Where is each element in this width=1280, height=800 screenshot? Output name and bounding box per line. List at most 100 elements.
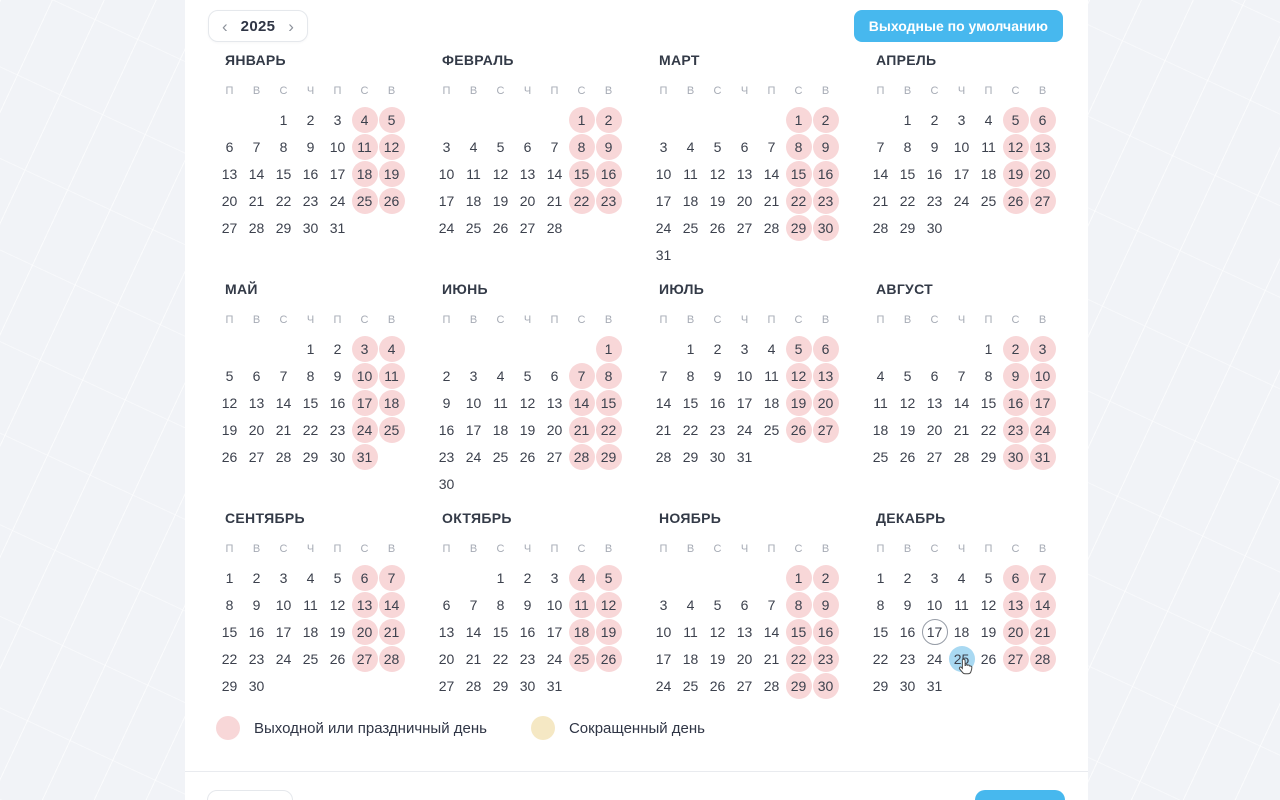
day-cell[interactable]: 16 [433, 416, 460, 443]
day-cell[interactable]: 23 [297, 187, 324, 214]
day-cell[interactable]: 21 [758, 645, 785, 672]
day-cell[interactable]: 7 [541, 133, 568, 160]
day-cell[interactable]: 31 [731, 443, 758, 470]
day-cell[interactable]: 3 [270, 564, 297, 591]
day-cell[interactable]: 24 [921, 645, 948, 672]
day-cell[interactable]: 17 [921, 618, 948, 645]
day-cell[interactable]: 9 [243, 591, 270, 618]
day-cell[interactable]: 13 [243, 389, 270, 416]
day-cell[interactable]: 21 [460, 645, 487, 672]
day-cell[interactable]: 22 [785, 645, 812, 672]
day-cell[interactable]: 4 [378, 335, 405, 362]
day-cell[interactable]: 13 [216, 160, 243, 187]
day-cell[interactable]: 24 [948, 187, 975, 214]
day-cell[interactable]: 19 [785, 389, 812, 416]
day-cell[interactable]: 28 [650, 443, 677, 470]
day-cell[interactable]: 23 [324, 416, 351, 443]
day-cell[interactable]: 8 [867, 591, 894, 618]
day-cell[interactable]: 24 [324, 187, 351, 214]
day-cell[interactable]: 1 [487, 564, 514, 591]
day-cell[interactable]: 23 [514, 645, 541, 672]
day-cell[interactable]: 1 [568, 106, 595, 133]
bottom-left-button-partial[interactable] [207, 790, 293, 800]
day-cell[interactable]: 24 [1029, 416, 1056, 443]
day-cell[interactable]: 27 [731, 214, 758, 241]
day-cell[interactable]: 14 [541, 160, 568, 187]
day-cell[interactable]: 18 [378, 389, 405, 416]
day-cell[interactable]: 5 [785, 335, 812, 362]
day-cell[interactable]: 16 [812, 160, 839, 187]
day-cell[interactable]: 27 [1029, 187, 1056, 214]
day-cell[interactable]: 29 [785, 672, 812, 699]
day-cell[interactable]: 26 [487, 214, 514, 241]
day-cell[interactable]: 15 [270, 160, 297, 187]
day-cell[interactable]: 5 [487, 133, 514, 160]
day-cell[interactable]: 2 [704, 335, 731, 362]
day-cell[interactable]: 25 [568, 645, 595, 672]
day-cell[interactable]: 7 [243, 133, 270, 160]
day-cell[interactable]: 16 [324, 389, 351, 416]
day-cell[interactable]: 29 [216, 672, 243, 699]
day-cell[interactable]: 22 [487, 645, 514, 672]
day-cell[interactable]: 30 [921, 214, 948, 241]
day-cell[interactable]: 19 [487, 187, 514, 214]
day-cell[interactable]: 12 [704, 618, 731, 645]
day-cell[interactable]: 3 [1029, 335, 1056, 362]
day-cell[interactable]: 10 [921, 591, 948, 618]
day-cell[interactable]: 4 [758, 335, 785, 362]
day-cell[interactable]: 4 [867, 362, 894, 389]
day-cell[interactable]: 11 [568, 591, 595, 618]
day-cell[interactable]: 10 [433, 160, 460, 187]
day-cell[interactable]: 10 [948, 133, 975, 160]
day-cell[interactable]: 31 [650, 241, 677, 268]
day-cell[interactable]: 20 [514, 187, 541, 214]
day-cell[interactable]: 6 [541, 362, 568, 389]
day-cell[interactable]: 5 [1002, 106, 1029, 133]
day-cell[interactable]: 30 [704, 443, 731, 470]
day-cell[interactable]: 1 [270, 106, 297, 133]
day-cell[interactable]: 9 [921, 133, 948, 160]
day-cell[interactable]: 22 [894, 187, 921, 214]
day-cell[interactable]: 14 [270, 389, 297, 416]
day-cell[interactable]: 2 [812, 564, 839, 591]
day-cell[interactable]: 28 [867, 214, 894, 241]
day-cell[interactable]: 17 [541, 618, 568, 645]
day-cell[interactable]: 13 [1029, 133, 1056, 160]
day-cell[interactable]: 2 [812, 106, 839, 133]
day-cell[interactable]: 24 [433, 214, 460, 241]
day-cell[interactable]: 9 [595, 133, 622, 160]
day-cell[interactable]: 30 [894, 672, 921, 699]
day-cell[interactable]: 2 [595, 106, 622, 133]
day-cell[interactable]: 1 [785, 106, 812, 133]
day-cell[interactable]: 31 [1029, 443, 1056, 470]
day-cell[interactable]: 10 [541, 591, 568, 618]
day-cell[interactable]: 19 [894, 416, 921, 443]
day-cell[interactable]: 25 [758, 416, 785, 443]
day-cell[interactable]: 2 [433, 362, 460, 389]
day-cell[interactable]: 21 [758, 187, 785, 214]
day-cell[interactable]: 26 [975, 645, 1002, 672]
day-cell[interactable]: 25 [487, 443, 514, 470]
day-cell[interactable]: 20 [731, 645, 758, 672]
day-cell[interactable]: 19 [324, 618, 351, 645]
day-cell[interactable]: 14 [243, 160, 270, 187]
day-cell[interactable]: 11 [677, 160, 704, 187]
day-cell[interactable]: 2 [297, 106, 324, 133]
day-cell[interactable]: 29 [487, 672, 514, 699]
day-cell[interactable]: 6 [731, 591, 758, 618]
day-cell[interactable]: 20 [433, 645, 460, 672]
day-cell[interactable]: 18 [948, 618, 975, 645]
day-cell[interactable]: 27 [433, 672, 460, 699]
day-cell[interactable]: 27 [243, 443, 270, 470]
day-cell[interactable]: 12 [514, 389, 541, 416]
day-cell[interactable]: 6 [216, 133, 243, 160]
day-cell[interactable]: 2 [514, 564, 541, 591]
day-cell[interactable]: 26 [216, 443, 243, 470]
day-cell[interactable]: 14 [867, 160, 894, 187]
day-cell[interactable]: 7 [867, 133, 894, 160]
day-cell[interactable]: 16 [894, 618, 921, 645]
day-cell[interactable]: 28 [758, 672, 785, 699]
day-cell[interactable]: 31 [921, 672, 948, 699]
day-cell[interactable]: 19 [975, 618, 1002, 645]
day-cell[interactable]: 23 [433, 443, 460, 470]
